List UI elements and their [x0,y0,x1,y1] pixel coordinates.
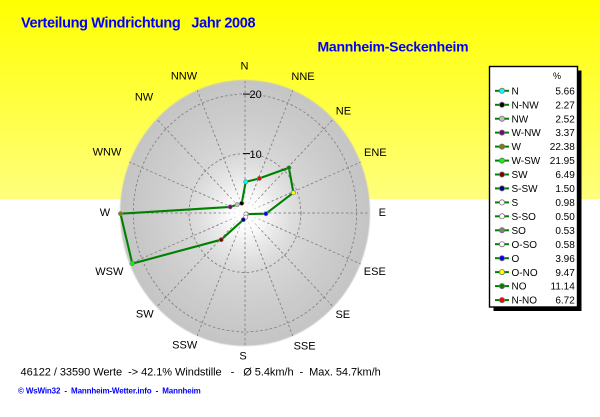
svg-text:ESE: ESE [364,266,386,278]
svg-text:S: S [239,351,246,363]
svg-text:22.38: 22.38 [550,142,575,153]
svg-text:2.27: 2.27 [555,100,575,111]
svg-text:S-SO: S-SO [512,212,537,223]
svg-text:11.14: 11.14 [551,282,576,293]
svg-text:N-NW: N-NW [512,100,540,111]
svg-text:W-SW: W-SW [512,156,541,167]
svg-text:N: N [512,86,519,97]
svg-text:S: S [512,198,519,209]
svg-text:© WsWin32 - Mannheim-Wetter.: © WsWin32 - Mannheim-Wetter.info - Mannh… [18,387,201,396]
svg-text:WNW: WNW [93,147,122,159]
svg-text:O: O [512,254,520,265]
svg-text:46122 / 33590 Werte -> 42.1%: 46122 / 33590 Werte -> 42.1% Windstille … [21,366,381,378]
svg-text:6.72: 6.72 [555,296,575,307]
svg-text:3.96: 3.96 [555,254,575,265]
svg-text:NNE: NNE [291,71,314,83]
svg-text:E: E [379,207,386,219]
svg-text:20: 20 [250,89,262,101]
svg-text:%: % [553,71,561,81]
svg-text:SE: SE [335,309,350,321]
svg-text:W: W [100,207,111,219]
svg-text:O-NO: O-NO [512,268,538,279]
svg-text:0.53: 0.53 [555,226,575,237]
svg-text:SSE: SSE [294,340,316,352]
svg-text:NW: NW [512,114,529,125]
svg-text:6.49: 6.49 [555,170,575,181]
svg-text:21.95: 21.95 [550,156,575,167]
svg-text:0.98: 0.98 [555,198,575,209]
svg-text:O-SO: O-SO [512,240,538,251]
svg-text:SW: SW [136,309,154,321]
svg-text:Verteilung Windrichtung Jahr: Verteilung Windrichtung Jahr 2008 [21,16,255,32]
svg-text:NW: NW [135,92,154,104]
svg-text:2.52: 2.52 [555,114,575,125]
svg-text:N-NO: N-NO [512,296,538,307]
svg-text:1.50: 1.50 [555,184,575,195]
svg-text:NNW: NNW [171,71,198,83]
svg-text:NO: NO [512,282,527,293]
svg-text:WSW: WSW [95,266,124,278]
svg-text:5.66: 5.66 [555,86,575,97]
svg-text:3.37: 3.37 [555,128,575,139]
svg-text:S-SW: S-SW [512,184,539,195]
svg-text:SSW: SSW [172,340,198,352]
svg-text:SO: SO [512,226,527,237]
svg-text:0.58: 0.58 [555,240,575,251]
svg-text:0.50: 0.50 [555,212,575,223]
svg-text:NE: NE [336,105,351,117]
svg-text:N: N [241,61,249,73]
svg-text:ENE: ENE [364,147,387,159]
svg-text:Mannheim-Seckenheim: Mannheim-Seckenheim [318,39,469,55]
svg-text:W-NW: W-NW [512,128,542,139]
svg-text:W: W [512,142,522,153]
svg-text:9.47: 9.47 [555,268,575,279]
svg-text:SW: SW [512,170,529,181]
svg-text:10: 10 [250,149,262,161]
